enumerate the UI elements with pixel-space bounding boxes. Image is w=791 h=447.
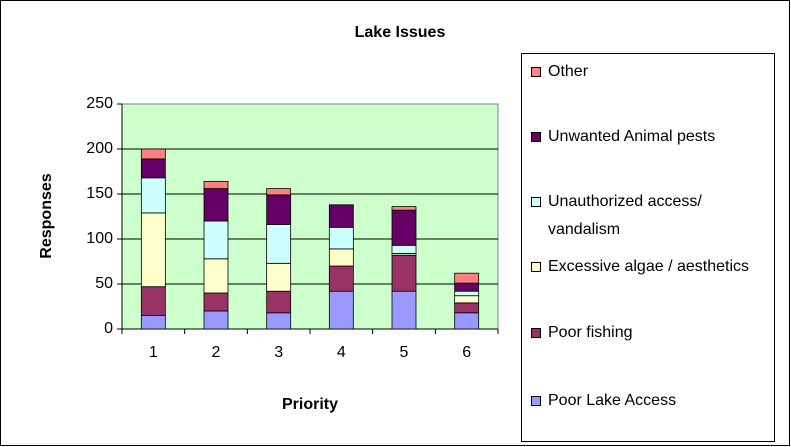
bar-segment	[454, 272, 480, 284]
bar-segment	[266, 224, 292, 264]
x-tick-label: 5	[400, 344, 409, 361]
bar-segment	[203, 258, 229, 294]
bar-segment	[140, 148, 166, 160]
bar-segment	[203, 310, 229, 330]
legend-key	[531, 262, 541, 272]
bar-segment	[140, 212, 166, 288]
legend-item: Poor fishing	[531, 319, 773, 347]
bar-segment	[140, 315, 166, 330]
x-tick-label: 2	[212, 344, 221, 361]
bar-segment	[391, 206, 417, 211]
x-tick-label: 4	[337, 344, 346, 361]
bar-segment	[266, 188, 292, 196]
bar-segment	[266, 262, 292, 292]
bar-segment	[454, 302, 480, 314]
legend-item: Excessive algae / aesthetics	[531, 253, 773, 281]
legend-key	[531, 396, 541, 406]
legend-key	[531, 197, 541, 207]
bar-segment	[266, 290, 292, 314]
x-tick-label: 3	[274, 344, 283, 361]
legend-label: Unwanted Animal pests	[548, 128, 716, 145]
legend-key	[531, 328, 541, 338]
bar-segment	[203, 188, 229, 222]
x-axis-label: Priority	[282, 396, 338, 413]
bar-segment	[140, 177, 166, 214]
legend-label: Poor fishing	[548, 324, 633, 341]
bar-segment	[328, 248, 354, 267]
bar-segment	[266, 194, 292, 225]
bar-segment	[266, 312, 292, 330]
legend-label: Excessive algae / aesthetics	[548, 258, 749, 275]
bar-segment	[454, 312, 480, 330]
bar-segment	[391, 290, 417, 330]
x-tick-label: 1	[149, 344, 158, 361]
bar-segment	[203, 180, 229, 189]
y-tick-label: 150	[86, 185, 113, 202]
bar-segment	[140, 286, 166, 316]
bar-segment	[454, 295, 480, 304]
legend-item: Unauthorized access/ vandalism	[531, 188, 773, 244]
legend-item: Unwanted Animal pests	[531, 123, 773, 151]
bar-segment	[391, 244, 417, 254]
legend-box	[521, 53, 775, 442]
bar-segment	[454, 282, 480, 292]
bar-segment	[328, 226, 354, 250]
bar-segment	[391, 254, 417, 292]
bar-segment	[140, 158, 166, 179]
bar-segment	[328, 204, 354, 228]
y-tick-label: 100	[86, 230, 113, 247]
x-tick-label: 6	[462, 344, 471, 361]
y-tick-label: 200	[86, 140, 113, 157]
bar-segment	[203, 220, 229, 260]
plot-area	[121, 103, 499, 330]
y-tick-label: 0	[104, 320, 113, 337]
bar-segment	[391, 209, 417, 246]
legend-item: Other	[531, 58, 773, 86]
legend-item: Poor Lake Access	[531, 387, 773, 415]
bar-segment	[454, 290, 480, 297]
legend-label: Poor Lake Access	[548, 392, 677, 409]
y-tick-label: 250	[86, 95, 113, 112]
legend-key	[531, 132, 541, 142]
y-tick-label: 50	[95, 275, 113, 292]
bar-segment	[203, 292, 229, 312]
y-axis-label: Responses	[38, 173, 55, 258]
chart-title: Lake Issues	[355, 24, 446, 41]
bar-segment	[328, 265, 354, 292]
legend-key	[531, 67, 541, 77]
bar-segment	[328, 290, 354, 330]
legend-label: Unauthorized access/ vandalism	[548, 193, 702, 238]
legend-label: Other	[548, 63, 589, 80]
